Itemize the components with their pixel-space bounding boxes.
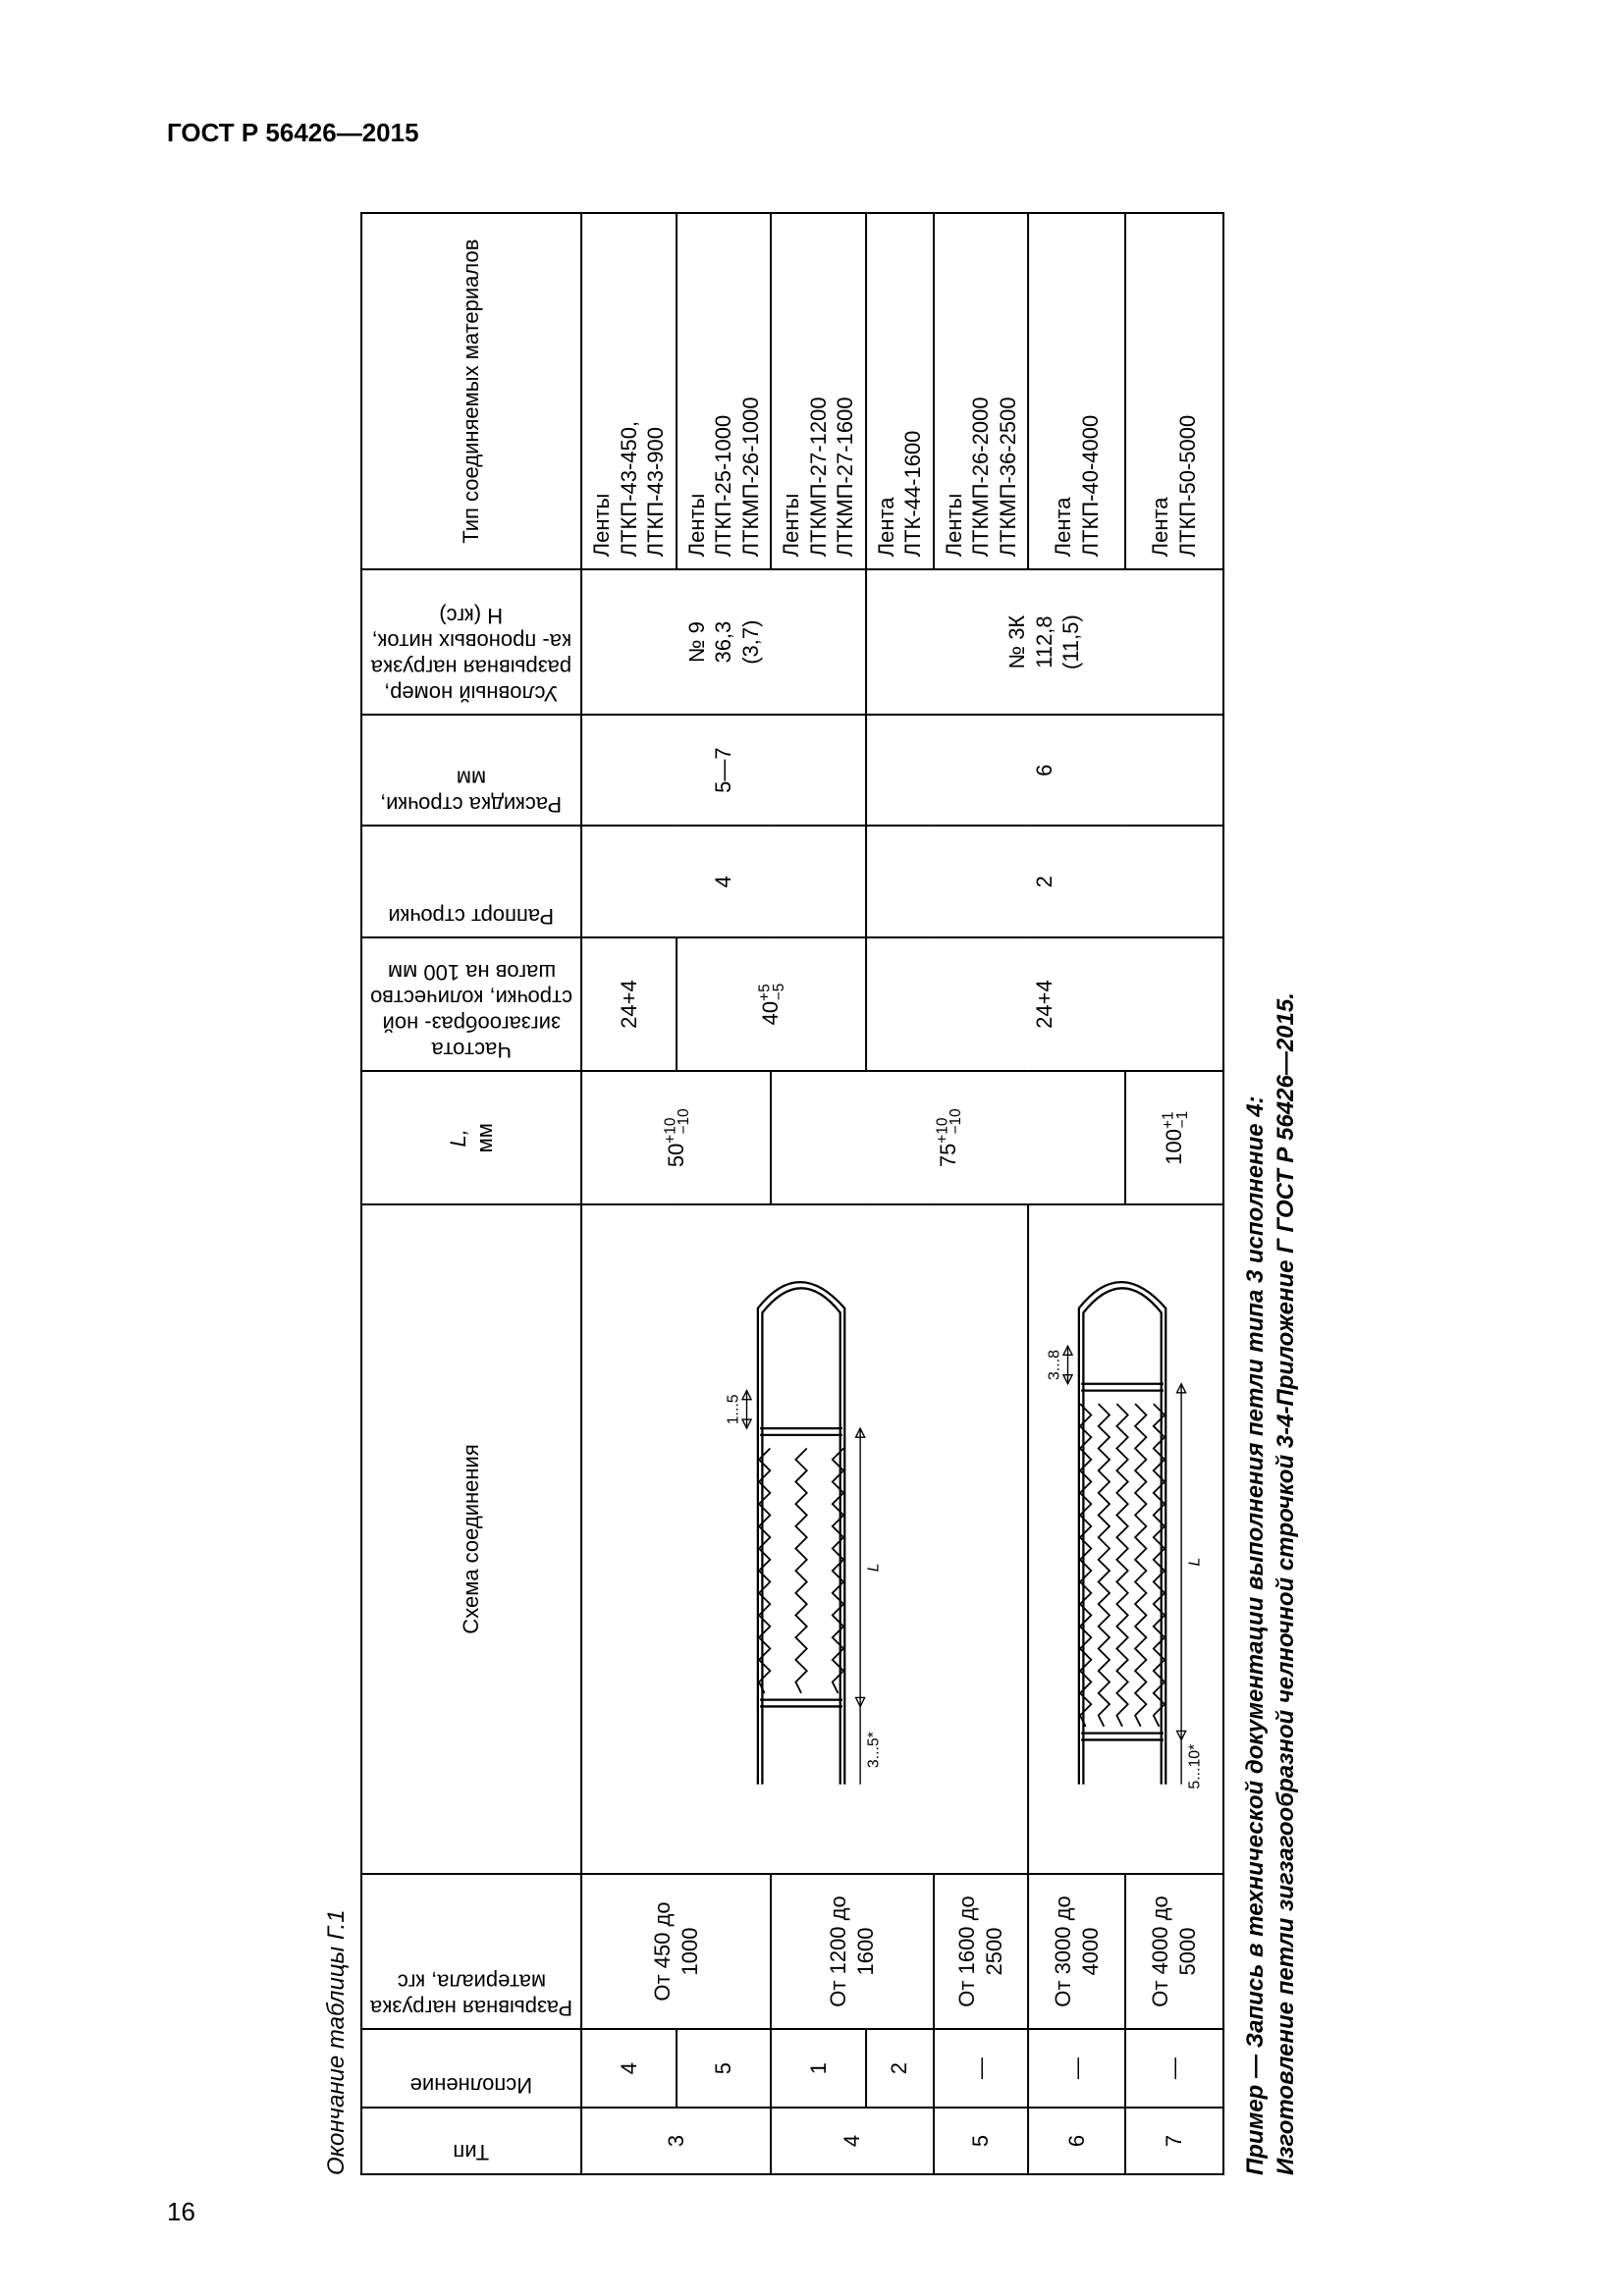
svg-text:3...8: 3...8	[1046, 1350, 1062, 1380]
svg-text:L: L	[1186, 1557, 1203, 1566]
table-row: 41От 1200 до 160075+10−10ЛентыЛТКМП-27-1…	[771, 213, 866, 2174]
col-L: L, мм	[361, 1071, 581, 1204]
col-load: Разрывная нагрузка материала, кгс	[361, 1874, 581, 2030]
rotated-content: Окончание таблицы Г.1 Тип Исполнение Раз…	[323, 212, 1301, 2175]
page-number: 16	[167, 2197, 195, 2227]
col-rask: Раскидка строчки, мм	[361, 715, 581, 827]
col-isp: Исполнение	[361, 2030, 581, 2108]
svg-text:3...5*: 3...5*	[866, 1732, 883, 1768]
col-freq: Частота зигзагообраз- ной строчки, колич…	[361, 937, 581, 1071]
table-caption: Окончание таблицы Г.1	[323, 212, 351, 2175]
table-row: 34От 450 до 1000L3...5*1...550+10−1024+4…	[581, 213, 677, 2174]
col-mat: Тип соединяемых материалов	[361, 213, 581, 569]
col-rapp: Раппорт строчки	[361, 827, 581, 938]
col-tip: Тип	[361, 2108, 581, 2174]
svg-text:L: L	[866, 1563, 883, 1572]
table-row: 7—От 4000 до 5000100+1−1ЛентаЛТКП-50-500…	[1125, 213, 1222, 2174]
svg-text:5...10*: 5...10*	[1186, 1743, 1203, 1789]
footnote: Пример — Запись в технической документац…	[1240, 212, 1301, 2175]
document-header: ГОСТ Р 56426—2015	[167, 118, 1496, 148]
header-row: Тип Исполнение Разрывная нагрузка матери…	[361, 213, 581, 2174]
col-thread: Условный номер, разрывная нагрузка ка- п…	[361, 570, 581, 716]
col-scheme: Схема соединения	[361, 1205, 581, 1874]
main-table: Тип Исполнение Разрывная нагрузка матери…	[360, 212, 1224, 2175]
svg-text:1...5: 1...5	[726, 1394, 742, 1424]
